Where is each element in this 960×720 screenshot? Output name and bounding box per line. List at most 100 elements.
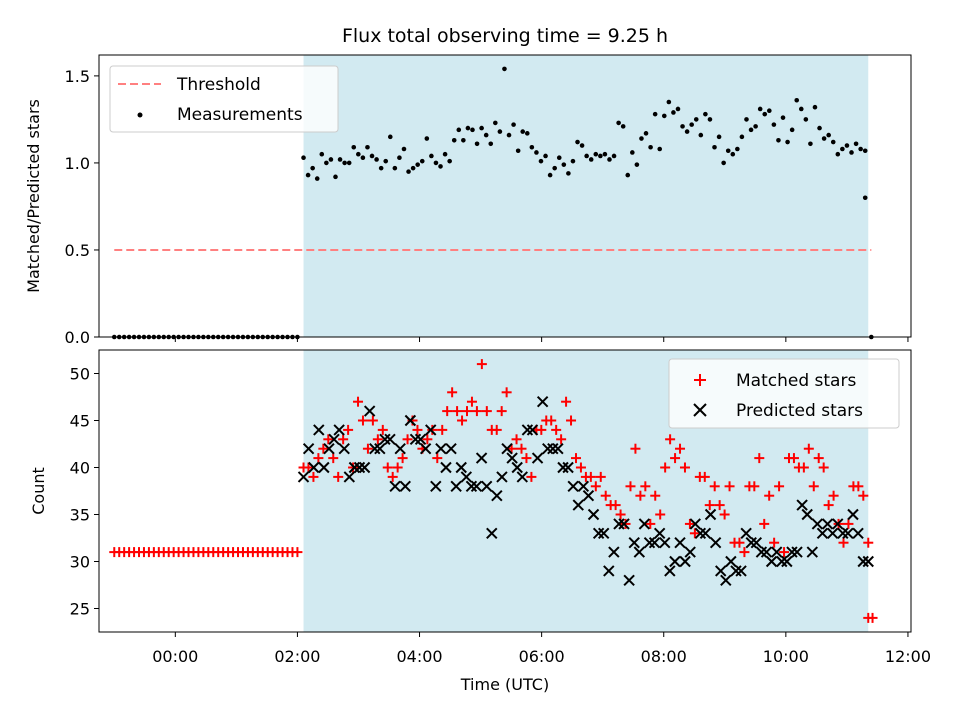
measurement-point	[588, 157, 594, 162]
measurement-point	[534, 150, 539, 155]
predicted-point	[460, 471, 473, 483]
predicted-point	[811, 518, 824, 530]
measurement-point	[730, 151, 736, 157]
matched-point	[808, 481, 819, 492]
predicted-point	[852, 527, 864, 540]
matched-point	[709, 481, 720, 492]
predicted-point	[409, 433, 422, 446]
predicted-point	[343, 471, 356, 483]
predicted-point	[572, 499, 584, 511]
matched-point	[526, 471, 537, 482]
measurement-point	[346, 160, 352, 166]
matched-point	[788, 453, 799, 464]
measurement-point	[493, 120, 498, 126]
bottom-y-tick-label: 30	[70, 553, 90, 572]
measurement-point	[328, 157, 334, 162]
predicted-point	[542, 442, 554, 455]
matched-point	[343, 424, 354, 435]
predicted-point	[363, 405, 376, 417]
predicted-point	[374, 442, 386, 455]
matched-point	[714, 500, 725, 511]
matched-point	[447, 387, 458, 398]
matched-point	[516, 443, 527, 454]
matched-point	[357, 415, 368, 426]
bottom-y-axis-label: Count	[29, 467, 48, 515]
matched-point	[457, 415, 468, 426]
predicted-point	[419, 442, 432, 455]
matched-point	[313, 453, 324, 464]
predicted-point	[414, 433, 427, 446]
matched-point	[318, 443, 329, 454]
measurement-point	[776, 137, 781, 143]
predicted-point	[776, 555, 788, 568]
matched-point	[328, 453, 339, 464]
matched-point	[655, 509, 666, 520]
measurement-point	[502, 66, 507, 72]
predicted-point	[720, 574, 732, 587]
matched-point	[689, 528, 700, 539]
measurement-point	[543, 153, 548, 159]
predicted-point	[796, 499, 808, 511]
predicted-point	[603, 565, 615, 577]
measurement-point	[356, 151, 361, 157]
predicted-point	[328, 433, 340, 446]
matched-point	[491, 424, 502, 435]
matched-point	[338, 434, 349, 445]
measurement-point	[812, 104, 818, 110]
measurement-point	[634, 162, 640, 167]
predicted-point	[760, 546, 773, 558]
predicted-point	[384, 433, 396, 446]
predicted-point	[613, 518, 625, 530]
predicted-point	[623, 574, 635, 587]
measurement-point	[442, 151, 448, 157]
matched-point	[679, 462, 690, 473]
predicted-point	[318, 461, 330, 474]
predicted-point	[715, 565, 727, 577]
measurement-point	[840, 146, 845, 152]
measurement-point	[351, 144, 357, 150]
predicted-point	[750, 536, 763, 549]
top-y-tick-label: 1.5	[65, 67, 90, 86]
matched-point	[769, 537, 780, 548]
measurement-point	[639, 136, 644, 141]
measurement-point	[826, 132, 831, 138]
measurement-point	[410, 165, 416, 171]
measurement-point	[319, 151, 325, 157]
top-plot-frame	[98, 54, 912, 338]
predicted-point	[404, 414, 417, 427]
top-shaded-interval	[303, 55, 869, 337]
predicted-point	[399, 480, 411, 493]
legend-predicted-swatch	[693, 403, 707, 417]
predicted-point	[669, 555, 681, 568]
predicted-point	[638, 518, 651, 530]
predicted-point	[587, 508, 600, 521]
predicted-point	[455, 461, 467, 474]
measurement-point	[506, 132, 512, 138]
measurement-point	[716, 134, 722, 140]
measurement-point	[456, 127, 462, 133]
matched-point	[759, 518, 770, 529]
measurement-point	[593, 151, 599, 157]
predicted-point	[821, 518, 834, 530]
measurement-point	[602, 151, 608, 157]
top-y-tick-label: 1.0	[65, 154, 90, 173]
measurement-point	[661, 113, 667, 119]
measurement-point	[401, 146, 407, 152]
measurement-point	[451, 137, 457, 143]
matched-point	[610, 500, 621, 511]
matched-point	[838, 537, 849, 548]
matched-point	[462, 406, 473, 417]
matched-point	[397, 453, 408, 464]
predicted-point	[333, 424, 345, 436]
matched-point	[774, 481, 785, 492]
measurement-point	[767, 108, 772, 114]
bottom-y-tick-label: 25	[70, 600, 90, 619]
measurement-point	[698, 132, 704, 138]
x-axis-label: Time (UTC)	[460, 675, 549, 694]
top-y-axis: 0.0 0.5 1.0 1.5	[65, 67, 99, 347]
measurement-point	[387, 134, 393, 140]
measurement-point	[853, 141, 859, 147]
measurement-point	[611, 153, 617, 159]
bottom-panel: 25 30 35 40 45 50 00:00 02:00 04:00 06:00 08:00 10…	[29, 349, 931, 694]
matched-point	[818, 462, 829, 473]
